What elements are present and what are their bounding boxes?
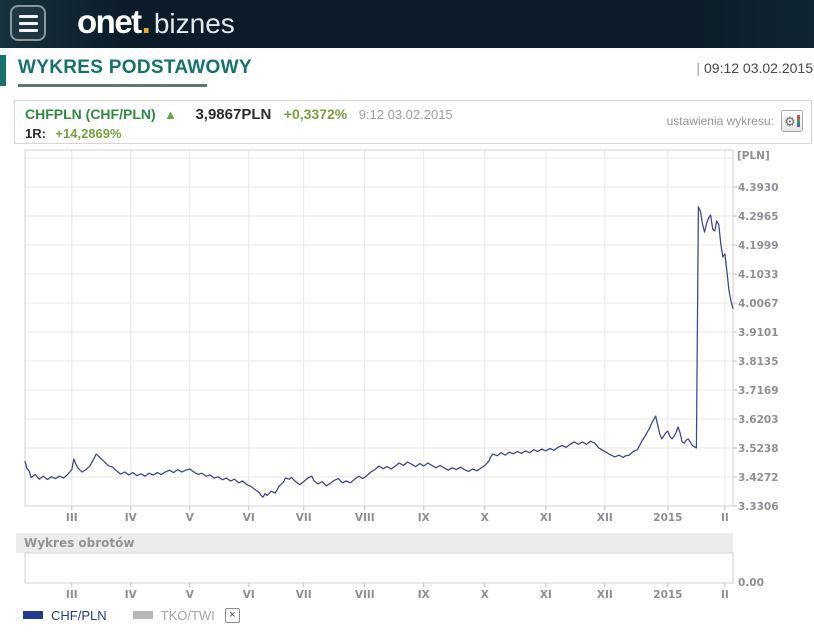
hamburger-icon [18,28,38,32]
x-tick-label: V [186,512,195,524]
volume-x-tick-label: V [186,589,195,601]
separator: | [696,60,700,76]
volume-x-tick-label: X [481,589,489,601]
price-line-series [24,206,734,498]
current-price: 3,9867PLN [195,106,272,123]
header-datetime: | 09:12 03.02.2015 [696,60,813,76]
price-chart-svg: 4.3930 4.2965 4.1999 4.1033 4.0067 3.9101 3.81… [16,149,779,601]
y-tick-label: 3.8135 [738,356,779,368]
quote-line: CHFPLN (CHF/PLN) ▲ 3,9867PLN +0,3372% 9:… [25,106,453,124]
y-axis-unit-label: [PLN] [737,150,770,162]
y-tick-label: 3.6203 [738,414,779,426]
instrument-symbol[interactable]: CHFPLN (CHF/PLN) [25,106,156,122]
x-tick-label: XII [597,512,613,524]
y-tick-label: 4.1999 [738,240,779,252]
main-plot-border [24,149,734,507]
x-tick-label: III [66,512,78,524]
logo-orange-dot: . [141,3,151,40]
range-change-line: 1R: +14,2869% [25,125,122,143]
x-tick-label: VII [296,512,312,524]
y-tick-label: 4.3930 [738,182,779,194]
price-change-percent: +0,3372% [283,106,348,122]
chart-settings-button[interactable]: ⚙ [781,110,803,132]
up-arrow-icon: ▲ [164,107,177,122]
legend-swatch-icon [23,611,43,619]
datetime-value: 09:12 03.02.2015 [704,60,813,76]
onet-biznes-logo[interactable]: onet. biznes [77,3,235,41]
volume-plot-border [24,552,734,584]
volume-x-tick-label: II [721,589,729,601]
x-tick-label: II [721,512,729,524]
volume-x-tick-label: IX [418,589,430,601]
top-nav-bar: onet. biznes [0,0,814,48]
x-tick-label: 2015 [653,512,682,524]
quote-timestamp: 9:12 03.02.2015 [358,107,453,122]
legend-label: CHF/PLN [51,607,107,623]
x-tick-label: X [481,512,489,524]
logo-onet-text: onet [77,3,142,40]
volume-zero-label: 0.00 [738,577,764,589]
x-tick-label: VIII [355,512,375,524]
range-label: 1R: [25,126,46,141]
x-tick-label: IX [418,512,430,524]
volume-panel-title: Wykres obrotów [24,536,134,550]
x-tick-label: XI [540,512,552,524]
y-tick-label: 4.1033 [738,269,779,281]
range-change-percent: +14,2869% [55,126,122,141]
gear-icon: ⚙ [784,113,796,129]
volume-x-tick-label: XII [597,589,613,601]
legend-close-icon[interactable]: × [224,607,240,623]
chart-legend: CHF/PLN TKO/TWI × [23,606,266,624]
title-accent-bar [0,55,6,86]
y-tick-label: 3.4272 [738,472,779,484]
x-tick-label: VI [243,512,255,524]
x-tick-label: IV [125,512,138,524]
y-tick-label: 3.7169 [738,385,779,397]
legend-item-tko-twi[interactable]: TKO/TWI × [132,607,240,623]
volume-x-tick-label: VIII [355,589,375,601]
volume-x-tick-label: XI [540,589,552,601]
volume-x-tick-label: III [66,589,78,601]
y-tick-label: 3.5238 [738,443,779,455]
hamburger-icon [18,21,38,25]
y-tick-label: 4.0067 [738,298,779,310]
volume-header-bar [16,533,733,553]
y-tick-label: 3.3306 [738,501,779,513]
y-tick-label: 4.2965 [738,211,779,223]
settings-label: ustawienia wykresu: [666,114,774,128]
volume-x-tick-label: IV [125,589,138,601]
volume-x-tick-label: VII [296,589,312,601]
legend-swatch-icon [132,611,153,619]
title-underline [18,84,207,87]
logo-biznes-text: biznes [153,8,235,39]
page-title: WYKRES PODSTAWOWY [18,57,252,78]
legend-item-chf-pln[interactable]: CHF/PLN [23,608,107,623]
menu-button[interactable] [10,5,46,41]
volume-x-tick-label: VI [243,589,255,601]
color-strip-icon [796,115,800,127]
quote-panel: CHFPLN (CHF/PLN) ▲ 3,9867PLN +0,3372% 9:… [14,100,812,144]
chart-settings: ustawienia wykresu: ⚙ [667,110,803,132]
legend-label: TKO/TWI [160,607,215,623]
volume-x-tick-label: 2015 [653,589,682,601]
hamburger-icon [18,14,38,18]
y-tick-label: 3.9101 [738,327,779,339]
